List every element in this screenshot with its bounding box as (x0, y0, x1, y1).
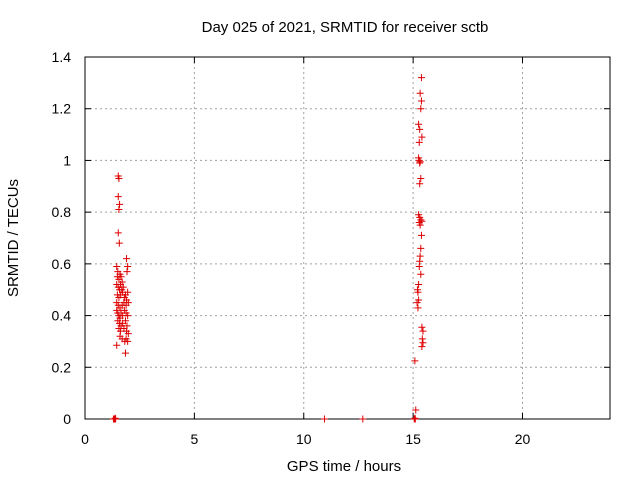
data-point (414, 288, 422, 296)
y-tick-label: 0.6 (52, 256, 72, 272)
data-point (119, 283, 127, 291)
data-point (114, 229, 122, 237)
data-point (115, 239, 123, 247)
data-point (415, 262, 423, 270)
data-point (113, 341, 121, 349)
data-point (111, 414, 119, 422)
data-point (417, 97, 425, 105)
data-point (124, 312, 132, 320)
data-point (121, 317, 129, 325)
y-tick-label: 1 (63, 152, 71, 168)
data-point (417, 105, 425, 113)
data-point (417, 74, 425, 82)
y-axis-title: SRMTID / TECUs (5, 179, 22, 297)
data-point (416, 180, 424, 188)
data-point (419, 327, 427, 335)
x-tick-label: 5 (190, 431, 198, 447)
data-point (418, 335, 426, 343)
x-axis-title: GPS time / hours (287, 458, 401, 475)
data-point (416, 159, 424, 167)
data-point (413, 299, 421, 307)
data-point (115, 175, 123, 183)
y-tick-labels: 0 0.2 0.4 0.6 0.8 1 1.2 1.4 (52, 49, 72, 427)
data-point (418, 323, 426, 331)
data-point (321, 415, 329, 423)
data-point (117, 273, 125, 281)
data-point (113, 262, 121, 270)
data-point (418, 133, 426, 141)
data-point (417, 270, 425, 278)
data-point (419, 339, 427, 347)
data-point (124, 262, 132, 270)
data-point (116, 200, 124, 208)
data-point (114, 193, 122, 201)
data-point (412, 406, 420, 414)
data-point (124, 337, 132, 345)
data-point (124, 288, 132, 296)
data-point (415, 281, 423, 289)
data-point (417, 231, 425, 239)
data-point (123, 255, 131, 263)
data-point (414, 304, 422, 312)
data-point (416, 221, 424, 229)
data-point (416, 125, 424, 133)
x-tick-label: 0 (81, 431, 89, 447)
y-tick-label: 1.2 (52, 101, 72, 117)
data-point (123, 268, 131, 276)
x-tick-label: 20 (515, 431, 531, 447)
data-point (124, 299, 132, 307)
x-tick-labels: 0 5 10 15 20 (81, 431, 530, 447)
data-point (124, 330, 132, 338)
data-points (109, 74, 427, 423)
data-point (417, 175, 425, 183)
x-tick-label: 15 (405, 431, 421, 447)
data-point (415, 138, 423, 146)
y-tick-label: 0.4 (52, 308, 72, 324)
data-point (121, 349, 129, 357)
data-point (415, 120, 423, 128)
chart-title: Day 025 of 2021, SRMTID for receiver sct… (202, 19, 489, 36)
y-tick-label: 0.8 (52, 204, 72, 220)
data-point (417, 244, 425, 252)
x-tick-label: 10 (296, 431, 312, 447)
data-point (416, 89, 424, 97)
y-tick-label: 0.2 (52, 359, 72, 375)
data-point (359, 415, 367, 423)
y-tick-label: 0 (63, 411, 71, 427)
y-tick-label: 1.4 (52, 49, 72, 65)
data-point (411, 357, 419, 365)
plot-frame (84, 56, 611, 420)
grid-lines (85, 57, 610, 419)
data-point (418, 343, 426, 351)
data-point (115, 206, 123, 214)
data-point (411, 414, 419, 422)
